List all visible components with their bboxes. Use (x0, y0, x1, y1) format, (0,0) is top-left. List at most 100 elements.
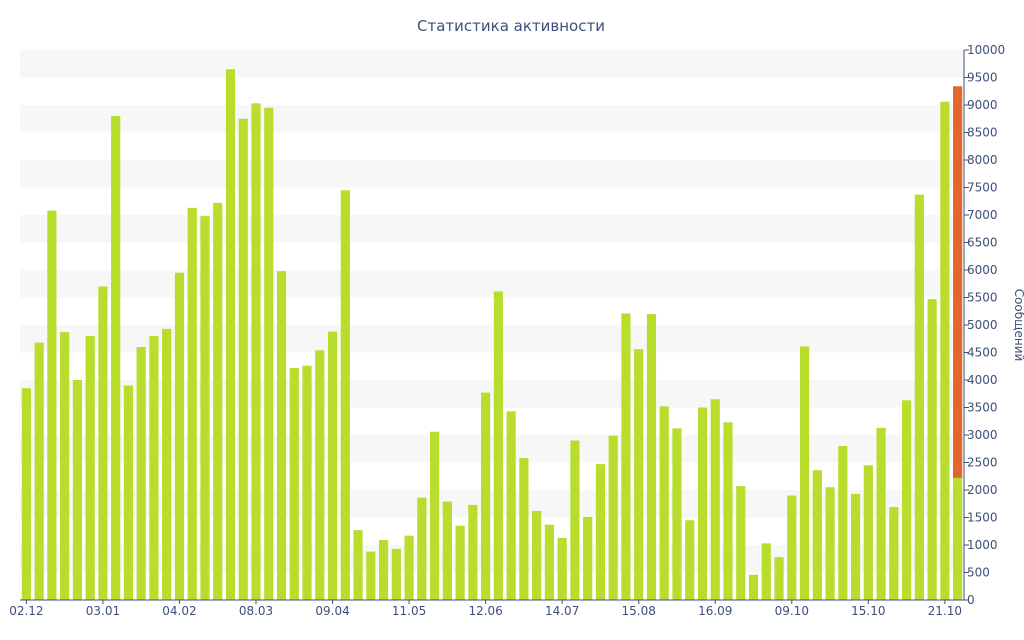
bar (557, 537, 567, 600)
y-tick-label: 2500 (967, 456, 998, 470)
grid-band (20, 50, 964, 78)
x-tick-label: 16.09 (698, 604, 732, 618)
bar (468, 504, 478, 600)
y-tick-label: 1500 (967, 511, 998, 525)
bar (200, 216, 210, 600)
bar (646, 314, 657, 600)
grid-band (20, 160, 964, 188)
y-tick-label: 7500 (967, 181, 998, 195)
bar (940, 101, 950, 600)
y-tick-label: 2000 (967, 483, 998, 497)
bar (251, 103, 261, 600)
bar (481, 392, 491, 600)
y-tick-label: 7000 (967, 208, 998, 222)
bar (493, 291, 503, 600)
x-tick-label: 09.10 (775, 604, 809, 618)
bar (174, 272, 185, 600)
bar (136, 347, 146, 600)
bar (723, 422, 733, 600)
bar (60, 332, 70, 600)
y-tick-label: 0 (967, 593, 975, 607)
bar (697, 407, 708, 600)
x-tick-label: 14.07 (545, 604, 579, 618)
x-tick-label: 09.04 (315, 604, 349, 618)
bar (430, 431, 440, 600)
bar (366, 551, 376, 600)
x-tick-label: 21.10 (928, 604, 962, 618)
bar (302, 365, 312, 600)
y-tick-label: 9000 (967, 98, 998, 112)
bar (544, 524, 554, 600)
y-axis-label: Сообщений (1012, 289, 1024, 362)
bar (914, 194, 924, 600)
x-axis-ticks: 02.12 03.01 04.02 08.03 09.04 11.05 12.06 14.07… (9, 600, 962, 618)
bar (902, 400, 912, 600)
bar (21, 388, 31, 600)
grid-bands (20, 50, 964, 573)
bar (85, 336, 95, 600)
grid-band (20, 270, 964, 298)
y-tick-label: 8000 (967, 153, 998, 167)
bar (787, 495, 797, 600)
bar (315, 350, 325, 600)
y-tick-label: 3500 (967, 401, 998, 415)
grid-band (20, 545, 964, 573)
bar (634, 349, 644, 600)
grid-band (20, 380, 964, 408)
grid-band (20, 215, 964, 243)
bar (863, 465, 873, 600)
y-tick-label: 500 (967, 566, 990, 580)
x-tick-label: 08.03 (239, 604, 273, 618)
bar (570, 440, 580, 600)
bar (812, 470, 822, 600)
x-tick-label: 04.02 (162, 604, 196, 618)
bar (621, 313, 631, 600)
y-tick-label: 3000 (967, 428, 998, 442)
x-tick-label: 11.05 (392, 604, 426, 618)
y-tick-label: 5500 (967, 291, 998, 305)
bar (774, 557, 784, 600)
bar (519, 458, 529, 600)
y-tick-label: 8500 (967, 126, 998, 140)
grid-band (20, 325, 964, 353)
bar (953, 477, 963, 600)
x-tick-label: 03.01 (86, 604, 120, 618)
bar (391, 548, 401, 600)
y-tick-label: 10000 (967, 43, 1005, 57)
bar (672, 428, 682, 600)
x-tick-label: 15.10 (851, 604, 885, 618)
bar (47, 210, 57, 600)
bar (162, 328, 172, 600)
bar (238, 118, 248, 600)
bar (876, 427, 886, 600)
bar-stacked (953, 86, 963, 478)
y-tick-label: 6000 (967, 263, 998, 277)
bar (111, 116, 121, 600)
bar (761, 543, 771, 600)
y-tick-label: 5000 (967, 318, 998, 332)
bar (659, 406, 669, 600)
bar (506, 411, 516, 600)
bar (889, 507, 899, 600)
bar (799, 346, 810, 600)
bar (710, 399, 720, 600)
bar (442, 501, 452, 600)
bar (276, 271, 287, 600)
chart-title: Статистика активности (417, 17, 605, 35)
bar (417, 497, 427, 600)
bar (149, 336, 159, 600)
bar (685, 520, 695, 600)
bar (72, 380, 82, 600)
bar (98, 286, 108, 600)
y-tick-label: 9500 (967, 71, 998, 85)
y-tick-label: 4000 (967, 373, 998, 387)
y-axis-ticks: 0 500 1000 1500 2000 2500 3000 3500 4000 4500 5000… (964, 43, 1005, 607)
bar (404, 535, 414, 600)
bar (608, 435, 618, 600)
bar (340, 190, 350, 600)
bars (21, 69, 963, 600)
y-tick-label: 6500 (967, 236, 998, 250)
bar (850, 493, 861, 600)
bar (289, 367, 299, 600)
